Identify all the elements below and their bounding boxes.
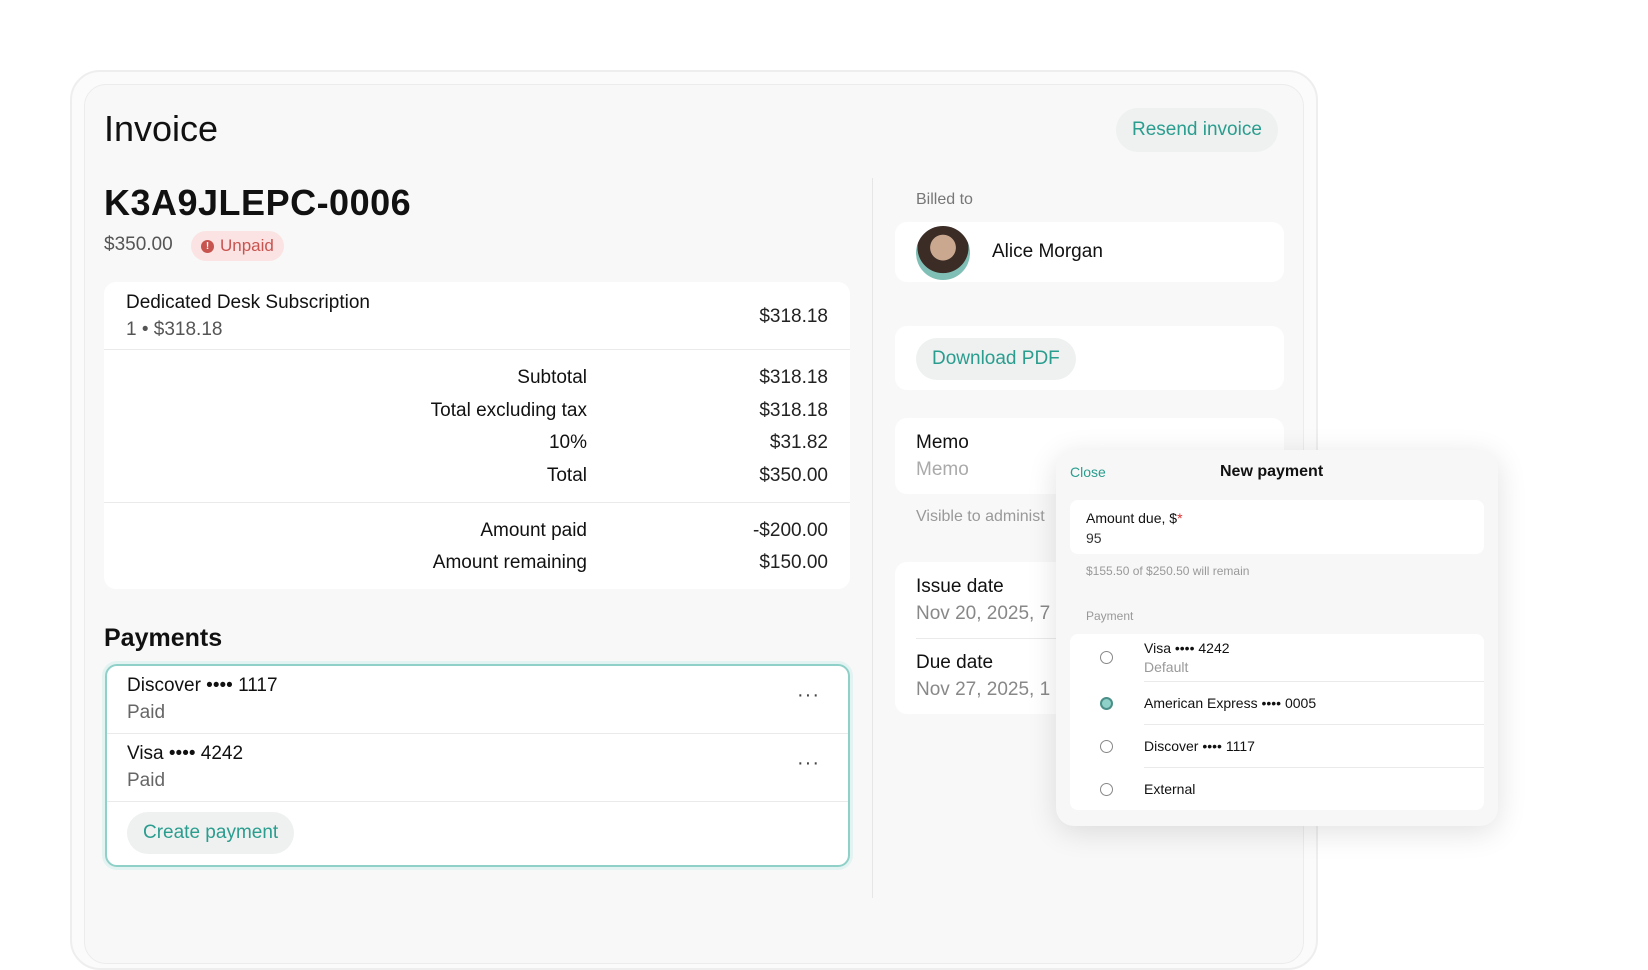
divider [1144,681,1484,682]
option-visa-default: Default [1144,659,1189,675]
payment-item: Discover •••• 1117 Paid ··· [107,666,848,734]
download-pdf-button[interactable]: Download PDF [916,338,1076,380]
line-items-table: Dedicated Desk Subscription 1 • $318.18 … [104,282,850,589]
total-label: Total [546,465,587,486]
resend-invoice-button[interactable]: Resend invoice [1116,108,1278,152]
payments-heading: Payments [104,624,223,652]
page-title: Invoice [104,108,219,149]
divider [1144,724,1484,725]
memo-input[interactable]: Memo [916,459,969,480]
payment-method: Discover •••• 1117 [127,675,278,696]
radio-visa[interactable] [1100,651,1113,664]
required-mark: * [1177,510,1183,526]
line-item-total: $318.18 [759,306,828,327]
total-value: $350.00 [759,465,828,486]
total-excl-tax-label: Total excluding tax [430,400,587,421]
line-item-detail: 1 • $318.18 [126,319,223,340]
subtotal-value: $318.18 [759,367,828,388]
more-options-icon[interactable]: ··· [797,752,820,774]
tax-value: $31.82 [769,432,828,453]
payment-status: Paid [127,770,166,791]
issue-date-label: Issue date [916,576,1004,597]
divider [107,733,848,734]
amount-remaining-label: Amount remaining [432,552,587,573]
divider [1144,767,1484,768]
memo-hint: Visible to administ [916,508,1045,525]
invoice-number: K3A9JLEPC-0006 [104,182,412,223]
payment-status: Paid [127,702,166,723]
option-external[interactable]: External [1144,781,1196,797]
dialog-title: New payment [1220,463,1324,480]
option-visa[interactable]: Visa •••• 4242 [1144,640,1230,656]
download-card: Download PDF [895,326,1284,390]
column-divider [872,178,873,898]
divider [104,349,850,350]
due-date-label: Due date [916,652,994,673]
radio-external[interactable] [1100,783,1113,796]
amount-due-label: Amount due, $ [1086,510,1178,526]
subtotal-label: Subtotal [517,367,587,388]
issue-date-value: Nov 20, 2025, 7 [916,603,1051,624]
option-amex[interactable]: American Express •••• 0005 [1144,695,1317,711]
payments-list: Discover •••• 1117 Paid ··· Visa •••• 42… [105,664,850,867]
payment-method: Visa •••• 4242 [127,743,244,764]
divider [104,502,850,503]
alert-circle-icon: ! [201,239,214,253]
customer-card[interactable]: Alice Morgan [895,222,1284,282]
option-discover[interactable]: Discover •••• 1117 [1144,738,1255,754]
amount-due-field[interactable]: Amount due, $* 95 [1070,500,1484,554]
avatar [916,226,970,280]
status-badge: ! Unpaid [191,231,284,261]
memo-label: Memo [916,432,969,453]
more-options-icon[interactable]: ··· [797,684,820,706]
invoice-amount: $350.00 [104,234,173,255]
new-payment-dialog: Close New payment Amount due, $* 95 $155… [1056,450,1498,826]
payment-label: Payment [1086,609,1134,623]
radio-discover[interactable] [1100,740,1113,753]
remain-hint: $155.50 of $250.50 will remain [1086,564,1250,578]
status-text: Unpaid [220,236,274,255]
amount-remaining-value: $150.00 [759,552,828,573]
close-button[interactable]: Close [1070,464,1106,480]
amount-due-input[interactable]: 95 [1086,530,1102,546]
customer-name: Alice Morgan [992,241,1103,262]
tax-label: 10% [548,432,587,453]
total-excl-tax-value: $318.18 [759,400,828,421]
create-payment-button[interactable]: Create payment [127,812,295,854]
payment-item: Visa •••• 4242 Paid ··· [107,734,848,802]
radio-amex[interactable] [1100,697,1113,710]
due-date-value: Nov 27, 2025, 1 [916,679,1051,700]
payment-options: Visa •••• 4242 Default American Express … [1070,634,1484,810]
amount-paid-value: -$200.00 [752,520,828,541]
amount-paid-label: Amount paid [480,520,587,541]
line-item-name: Dedicated Desk Subscription [126,292,370,313]
divider [107,801,848,802]
billed-to-label: Billed to [916,191,973,208]
